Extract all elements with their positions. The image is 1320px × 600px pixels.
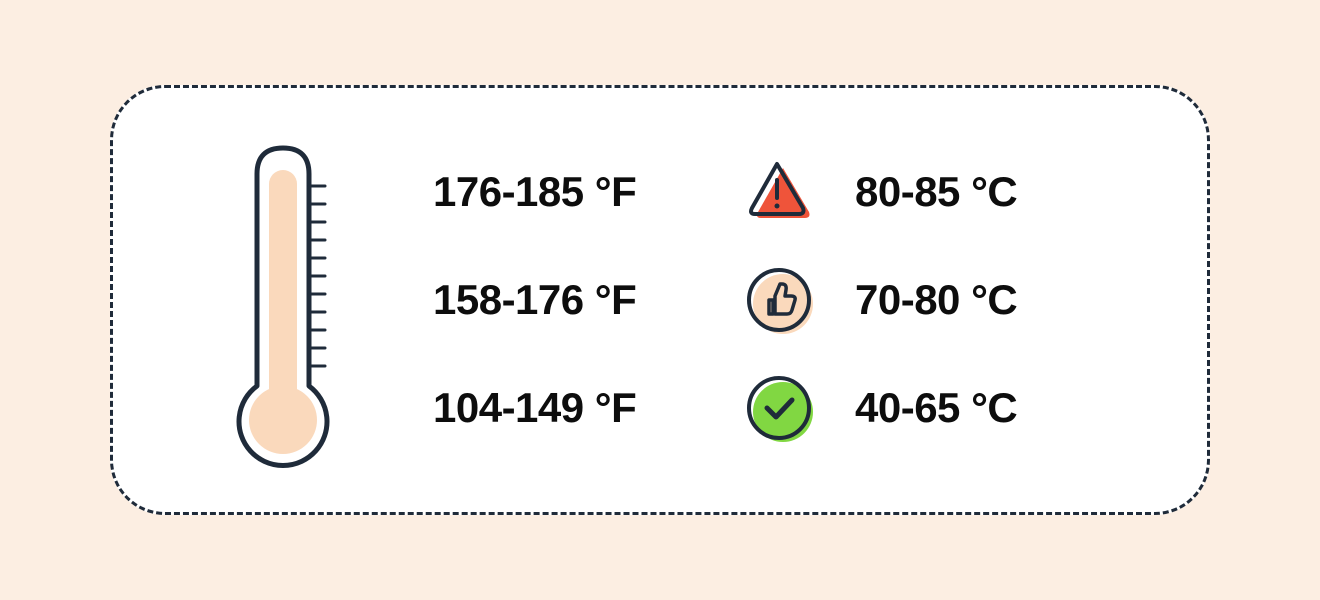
range-row-good: 104-149 °F 40-65 °C xyxy=(433,372,1147,444)
thumbs-up-icon xyxy=(743,264,815,336)
check-icon xyxy=(743,372,815,444)
warning-icon xyxy=(743,156,815,228)
fahrenheit-value: 158-176 °F xyxy=(433,276,703,324)
thermometer-icon xyxy=(173,120,393,480)
celsius-value: 70-80 °C xyxy=(855,276,1085,324)
temperature-ranges: 176-185 °F 80-85 °C 158-176 °F xyxy=(393,156,1147,444)
fahrenheit-value: 104-149 °F xyxy=(433,384,703,432)
range-row-warm: 158-176 °F 70-80 °C xyxy=(433,264,1147,336)
celsius-value: 80-85 °C xyxy=(855,168,1085,216)
fahrenheit-value: 176-185 °F xyxy=(433,168,703,216)
celsius-value: 40-65 °C xyxy=(855,384,1085,432)
range-row-hot: 176-185 °F 80-85 °C xyxy=(433,156,1147,228)
temperature-card: 176-185 °F 80-85 °C 158-176 °F xyxy=(110,85,1210,515)
